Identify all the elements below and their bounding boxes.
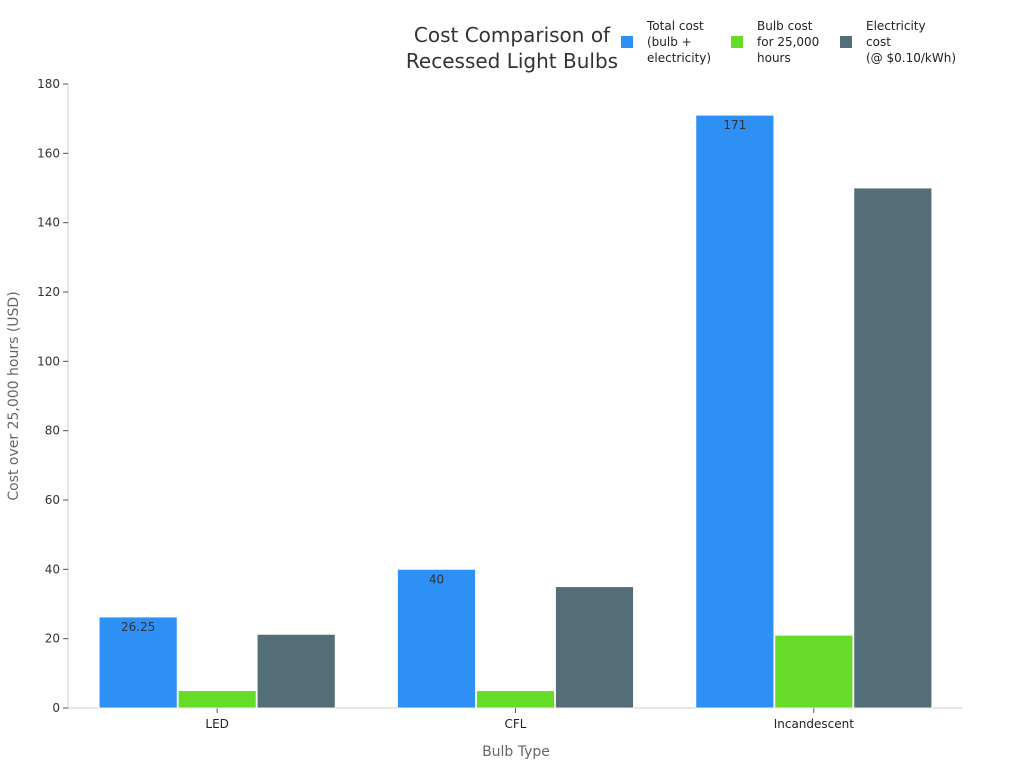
legend-swatch-1: [731, 36, 743, 48]
y-tick-label: 100: [37, 354, 60, 368]
y-tick-label: 40: [45, 562, 60, 576]
legend-label-2: Electricity cost (@ $0.10/kWh): [866, 19, 956, 65]
bar-cfl-series-1: [476, 690, 555, 709]
y-tick-label: 120: [37, 285, 60, 299]
chart-title: Cost Comparison of Recessed Light Bulbs: [406, 23, 618, 73]
y-axis-label: Cost over 25,000 hours (USD): [6, 291, 22, 500]
legend-swatch-2: [840, 36, 852, 48]
data-label: 26.25: [121, 620, 155, 634]
bar-incandescent-series-1: [774, 634, 854, 709]
y-tick-label: 180: [37, 77, 60, 91]
x-tick-label: Incandescent: [774, 717, 855, 731]
legend-label-1: Bulb cost for 25,000 hours: [757, 19, 819, 65]
bar-incandescent-series-0: [695, 114, 775, 709]
bar-cfl-series-2: [555, 586, 634, 709]
x-axis-label: Bulb Type: [482, 744, 550, 760]
bar-led-series-2: [256, 633, 336, 709]
bar-led-series-0: [98, 616, 178, 709]
y-tick-label: 80: [45, 424, 60, 438]
bar-led-series-1: [177, 690, 257, 709]
y-tick-label: 140: [37, 216, 60, 230]
y-tick-label: 160: [37, 146, 60, 160]
y-tick-label: 20: [45, 632, 60, 646]
legend-label-0: Total cost (bulb + electricity): [646, 19, 711, 65]
data-label: 40: [429, 572, 444, 586]
x-tick-label: LED: [205, 717, 229, 731]
y-tick-label: 0: [52, 701, 60, 715]
data-label: 171: [723, 118, 746, 132]
legend-swatch-0: [621, 36, 633, 48]
x-tick-label: CFL: [505, 717, 527, 731]
bar-cfl-series-0: [397, 568, 476, 709]
bar-incandescent-series-2: [853, 187, 933, 709]
y-tick-label: 60: [45, 493, 60, 507]
